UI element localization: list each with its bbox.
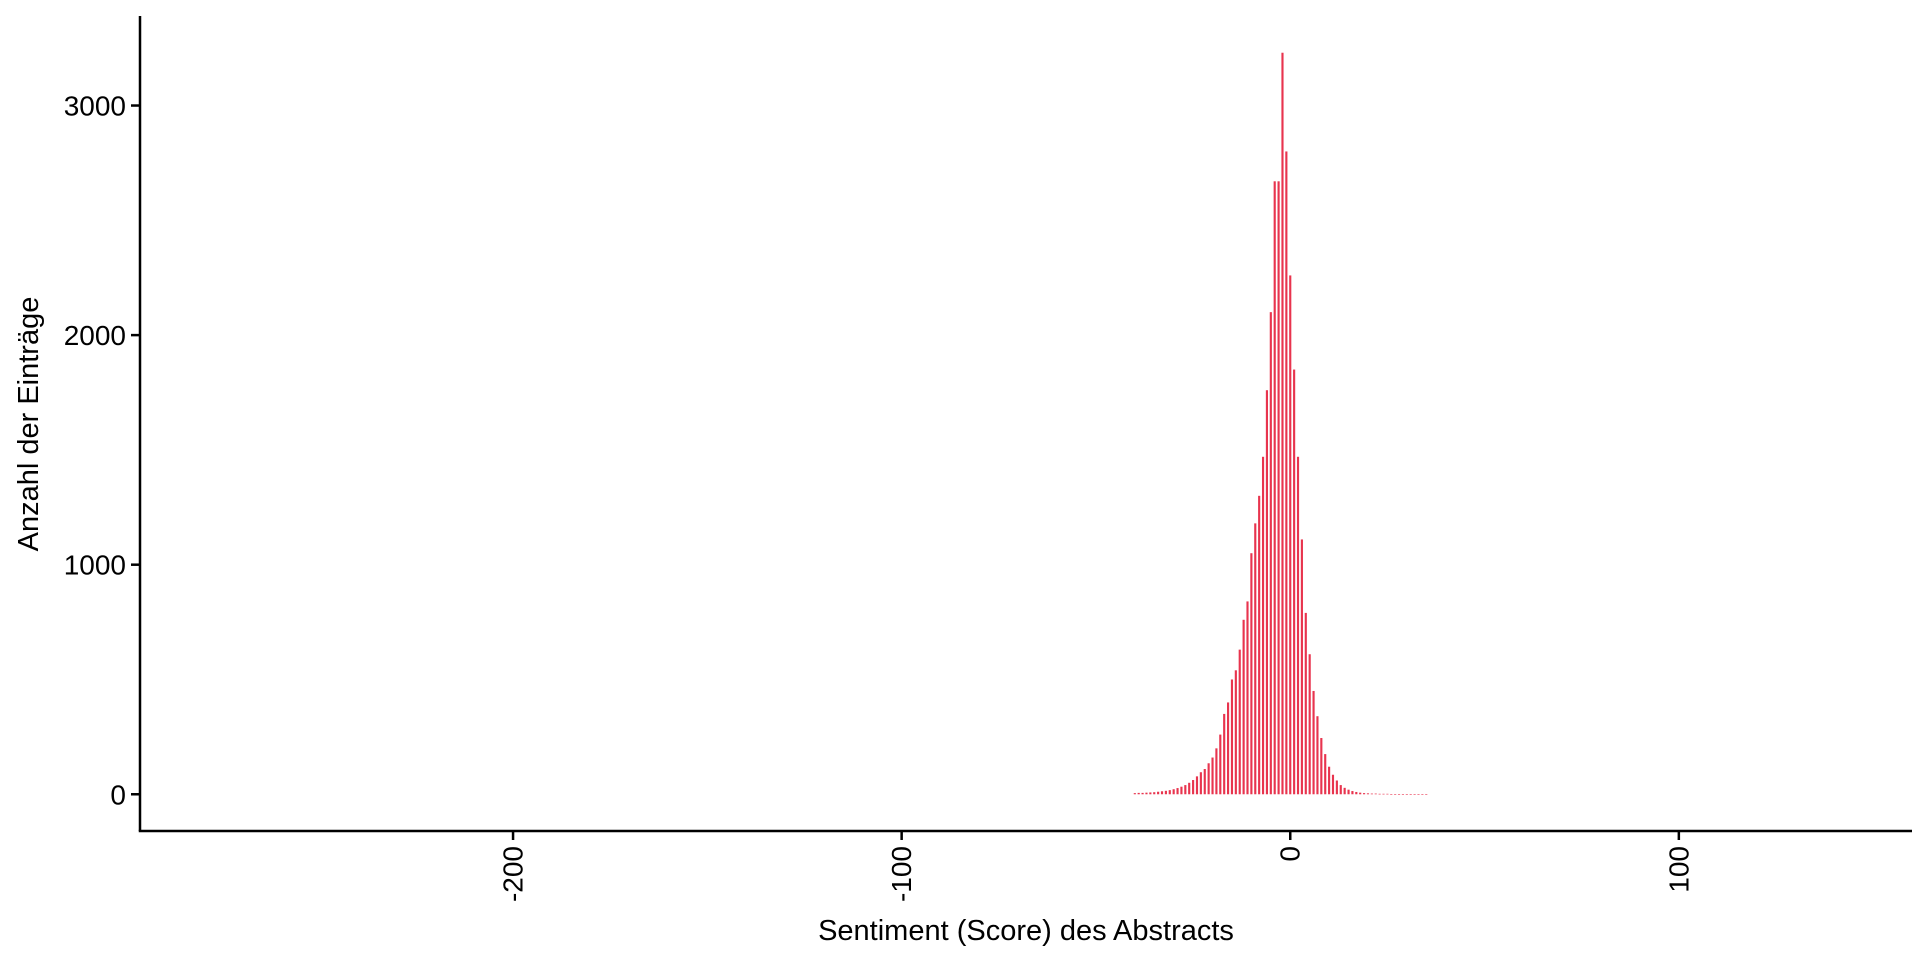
histogram-bar [1277, 181, 1280, 795]
histogram-bar [1227, 702, 1230, 795]
histogram-bar [1425, 794, 1428, 795]
histogram-bar [1192, 780, 1195, 795]
histogram-bar [1386, 793, 1389, 795]
histogram-bar [1351, 791, 1354, 795]
histogram-bar [1312, 690, 1315, 795]
histogram-bar [1149, 792, 1152, 795]
histogram-bar [1316, 716, 1319, 795]
histogram-bar [1265, 390, 1268, 795]
histogram-bar [1374, 793, 1377, 795]
histogram-bar [1269, 312, 1272, 795]
histogram-bar [1242, 619, 1245, 795]
histogram-bar [1195, 776, 1199, 795]
histogram-bar [1308, 654, 1311, 795]
histogram-bar [1254, 523, 1257, 795]
histogram-bar [1370, 793, 1373, 795]
histogram-bar [1359, 792, 1362, 795]
histogram-bar [1246, 601, 1249, 795]
x-tick-label: -100 [886, 846, 917, 902]
histogram-bar [1413, 794, 1416, 795]
y-tick-label: 3000 [64, 91, 126, 122]
histogram-bar [1184, 785, 1187, 795]
histogram-bar [1219, 734, 1222, 795]
histogram-bar [1141, 792, 1144, 795]
y-tick-label: 0 [110, 779, 126, 810]
histogram-bar [1250, 553, 1253, 795]
histogram-bar [1328, 766, 1331, 795]
histogram-bar [1273, 181, 1276, 795]
histogram-bar [1417, 794, 1420, 795]
histogram-bar [1390, 794, 1393, 795]
histogram-bar [1261, 456, 1265, 795]
histogram-bar [1409, 794, 1412, 795]
histogram-bar [1153, 792, 1156, 795]
x-axis-title: Sentiment (Score) des Abstracts [818, 915, 1234, 947]
histogram-bar [1378, 793, 1381, 795]
x-tick-label: 0 [1275, 846, 1306, 862]
histogram-bar [1304, 612, 1307, 795]
histogram-bar [1160, 791, 1164, 795]
histogram-bar [1397, 794, 1401, 795]
histogram-bar [1339, 785, 1342, 795]
y-tick-label: 1000 [64, 550, 126, 581]
histogram-bar [1331, 774, 1335, 795]
histogram-bar [1168, 790, 1171, 795]
x-tick-label: -200 [498, 846, 529, 902]
histogram-bar [1137, 792, 1140, 795]
histogram-bar [1335, 780, 1338, 795]
y-ticks-layer: 0 1000 2000 3000 [64, 91, 140, 810]
y-tick-label: 2000 [64, 320, 126, 351]
histogram-bar [1363, 793, 1366, 795]
histogram-bar [1421, 794, 1424, 795]
histogram-bar [1347, 789, 1350, 795]
histogram-bar [1300, 539, 1303, 795]
histogram-bar [1157, 791, 1160, 795]
histogram-bar [1223, 713, 1226, 795]
y-axis-title: Anzahl der Einträge [13, 297, 45, 552]
histogram-bar [1172, 789, 1175, 795]
histogram-bar [1343, 787, 1346, 795]
histogram-bar [1230, 679, 1234, 795]
histogram-bar [1355, 791, 1358, 795]
histogram-bar [1285, 151, 1288, 795]
histogram-bar [1199, 772, 1202, 795]
histogram-bar [1234, 670, 1237, 795]
histogram-bar [1401, 794, 1405, 795]
bars-layer [1133, 52, 1428, 795]
x-ticks-layer: -200 -100 0 100 [498, 831, 1694, 902]
x-tick-label: 100 [1663, 846, 1694, 893]
histogram-bar [1203, 769, 1206, 795]
histogram-bar [1176, 788, 1179, 795]
histogram-bar [1211, 757, 1214, 795]
histogram-bar [1238, 649, 1241, 795]
histogram-bar [1382, 793, 1385, 795]
histogram-bar [1296, 456, 1300, 795]
histogram-bar [1188, 782, 1191, 795]
histogram-bar [1164, 790, 1167, 795]
histogram-bar [1394, 794, 1397, 795]
histogram-bar [1145, 792, 1148, 795]
histogram-bar [1324, 754, 1327, 795]
histogram-bar [1289, 275, 1292, 795]
histogram-bar [1258, 495, 1261, 795]
histogram-bar [1405, 794, 1408, 795]
histogram-bar [1215, 748, 1218, 795]
histogram-bar [1293, 369, 1296, 795]
histogram-bar [1207, 763, 1210, 795]
histogram-bar [1281, 52, 1284, 795]
histogram-bar [1180, 786, 1183, 795]
histogram-bar [1133, 793, 1136, 795]
histogram-bar [1320, 738, 1323, 795]
histogram-bar [1366, 793, 1370, 795]
